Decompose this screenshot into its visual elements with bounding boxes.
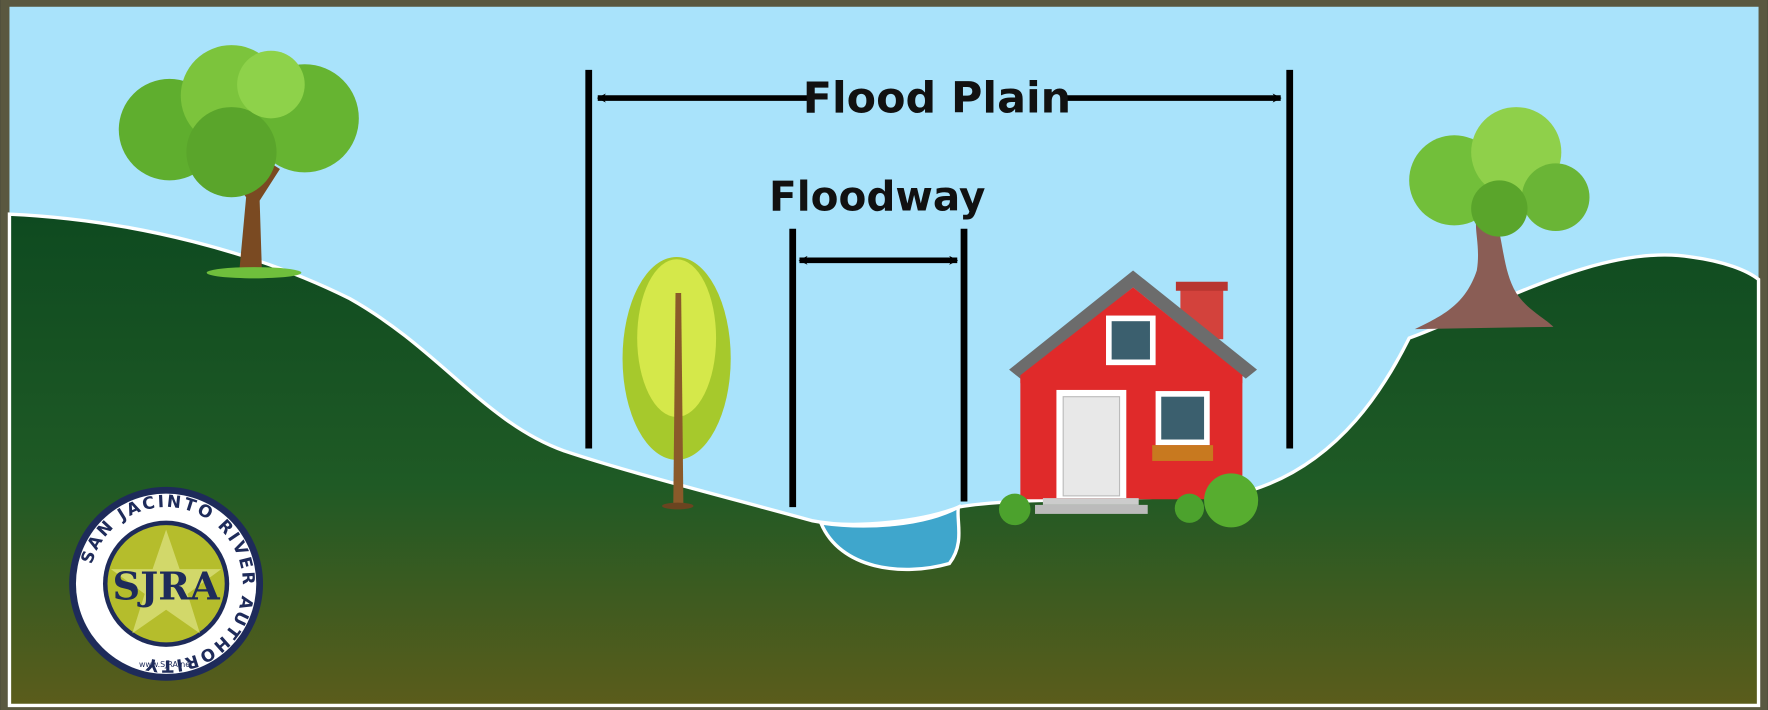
floodway-label: Floodway: [769, 173, 985, 221]
logo-website: www.SJRA.net: [139, 660, 193, 669]
flood-plain-label: Flood Plain: [803, 74, 1071, 124]
logo-initials: SJRA: [112, 565, 221, 610]
logo: SAN JACINTO RIVER AUTHORITY SJRA www.SJR…: [69, 487, 263, 681]
diagram: Flood Plain Floodway SAN JACINTO RIVER A…: [0, 0, 1768, 710]
page: Flood Plain Floodway SAN JACINTO RIVER A…: [0, 0, 1768, 710]
